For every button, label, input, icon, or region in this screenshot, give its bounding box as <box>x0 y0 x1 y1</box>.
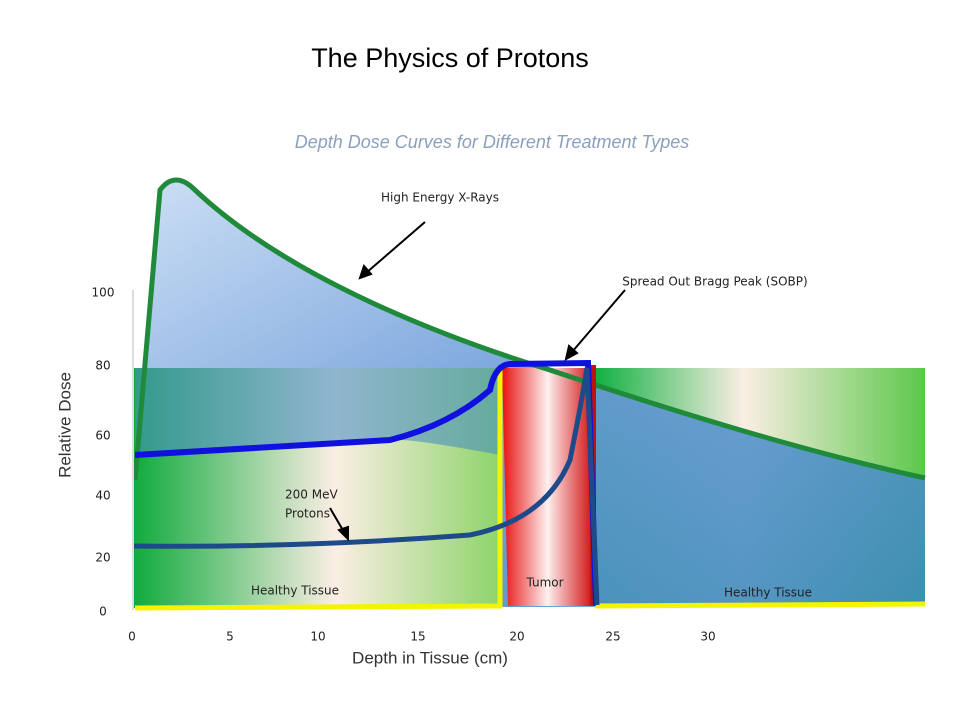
y-tick-label: 40 <box>95 489 110 503</box>
label-protons: 200 MeV <box>285 488 338 502</box>
y-tick-label: 0 <box>99 605 107 619</box>
label-tumor: Tumor <box>525 576 563 590</box>
label-xrays: High Energy X-Rays <box>381 191 499 205</box>
x-tick-label: 10 <box>310 630 325 644</box>
y-tick-label: 20 <box>95 551 110 565</box>
x-tick-label: 15 <box>410 630 425 644</box>
x-tick-label: 30 <box>700 630 715 644</box>
y-tick-label: 60 <box>95 429 110 443</box>
ticks: 100 80 60 40 20 0 0 5 10 15 20 25 30 <box>92 286 716 644</box>
proton-curve <box>132 367 600 606</box>
x-tick-label: 5 <box>226 630 234 644</box>
label-sobp: Spread Out Bragg Peak (SOBP) <box>622 275 807 289</box>
baseline <box>134 368 926 611</box>
label-healthy: Healthy Tissue <box>724 586 812 600</box>
y-tick-label: 100 <box>92 286 115 300</box>
sobp-curve <box>134 359 599 606</box>
x-tick-label: 0 <box>128 630 136 644</box>
subtitle: Depth Dose Curves for Different Treatmen… <box>295 132 689 152</box>
label-protons: Protons <box>285 507 330 521</box>
y-tick-label: 80 <box>95 359 110 373</box>
x-tick-label: 20 <box>509 630 524 644</box>
xray-curve <box>132 177 926 481</box>
x-axis-label: Depth in Tissue (cm) <box>352 648 508 667</box>
y-axis-label: Relative Dose <box>55 372 74 478</box>
tumor-band <box>502 368 593 606</box>
title: The Physics of Protons <box>311 43 589 73</box>
label-healthy: Healthy Tissue <box>251 584 339 598</box>
arrows <box>329 221 626 542</box>
x-tick-label: 25 <box>605 630 620 644</box>
